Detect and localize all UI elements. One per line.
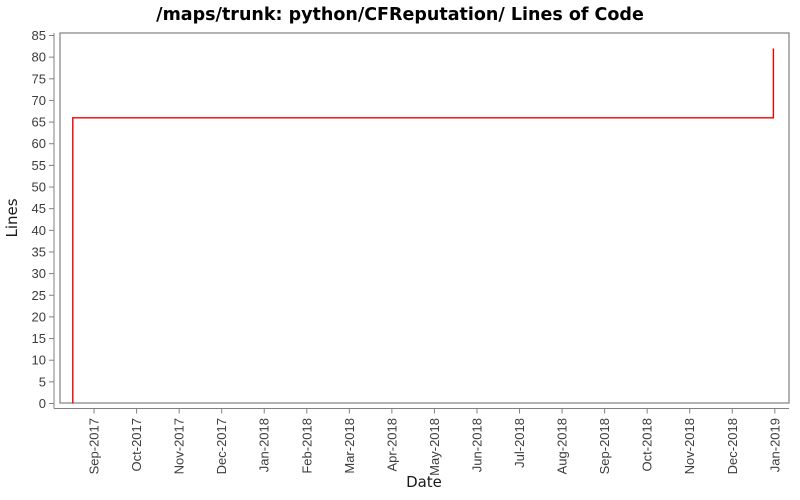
- chart-title: /maps/trunk: python/CFReputation/ Lines …: [156, 5, 644, 25]
- x-axis-ticks: Sep-2017 Oct-2017 Nov-2017 Dec-2017 Jan-2018…: [87, 408, 782, 476]
- y-tick-label: 0: [39, 396, 46, 411]
- x-tick-label: May-2018: [427, 418, 442, 476]
- x-tick-label: Oct-2017: [129, 418, 144, 471]
- y-axis-label: Lines: [3, 198, 21, 237]
- y-tick-label: 50: [32, 180, 46, 195]
- y-tick-label: 80: [32, 50, 46, 65]
- y-tick-label: 5: [39, 374, 46, 389]
- y-tick-label: 45: [32, 201, 46, 216]
- x-tick-label: Nov-2018: [682, 418, 697, 474]
- x-tick-label: Aug-2018: [555, 418, 570, 474]
- y-tick-label: 20: [32, 309, 46, 324]
- y-tick-label: 75: [32, 71, 46, 86]
- x-tick-label: Nov-2017: [172, 418, 187, 474]
- x-tick-label: Dec-2017: [214, 418, 229, 474]
- x-tick-label: Oct-2018: [640, 418, 655, 471]
- y-tick-label: 15: [32, 331, 46, 346]
- y-tick-label: 35: [32, 244, 46, 259]
- x-axis-label: Date: [406, 473, 442, 491]
- x-tick-label: Jul-2018: [512, 418, 527, 468]
- x-tick-label: Feb-2018: [299, 418, 314, 474]
- series-line-lines-of-code: [72, 48, 775, 404]
- y-tick-label: 10: [32, 353, 46, 368]
- x-tick-label: Jan-2018: [257, 418, 272, 472]
- y-tick-label: 85: [32, 28, 46, 43]
- plot-border: [59, 32, 790, 404]
- x-tick-label: Mar-2018: [342, 418, 357, 474]
- x-tick-label: Jun-2018: [469, 418, 484, 472]
- y-tick-label: 60: [32, 136, 46, 151]
- y-axis-ticks: 0 5 10 15 20 25 30 35 40 45 50 55 60 65 70 75 80 85: [32, 28, 54, 411]
- y-tick-label: 30: [32, 266, 46, 281]
- x-tick-label: Sep-2018: [597, 418, 612, 474]
- x-tick-label: Apr-2018: [384, 418, 399, 471]
- y-tick-label: 40: [32, 223, 46, 238]
- x-tick-label: Jan-2019: [767, 418, 782, 472]
- y-tick-label: 25: [32, 288, 46, 303]
- x-tick-label: Sep-2017: [87, 418, 102, 474]
- y-tick-label: 65: [32, 115, 46, 130]
- y-tick-label: 55: [32, 158, 46, 173]
- x-tick-label: Dec-2018: [725, 418, 740, 474]
- y-tick-label: 70: [32, 93, 46, 108]
